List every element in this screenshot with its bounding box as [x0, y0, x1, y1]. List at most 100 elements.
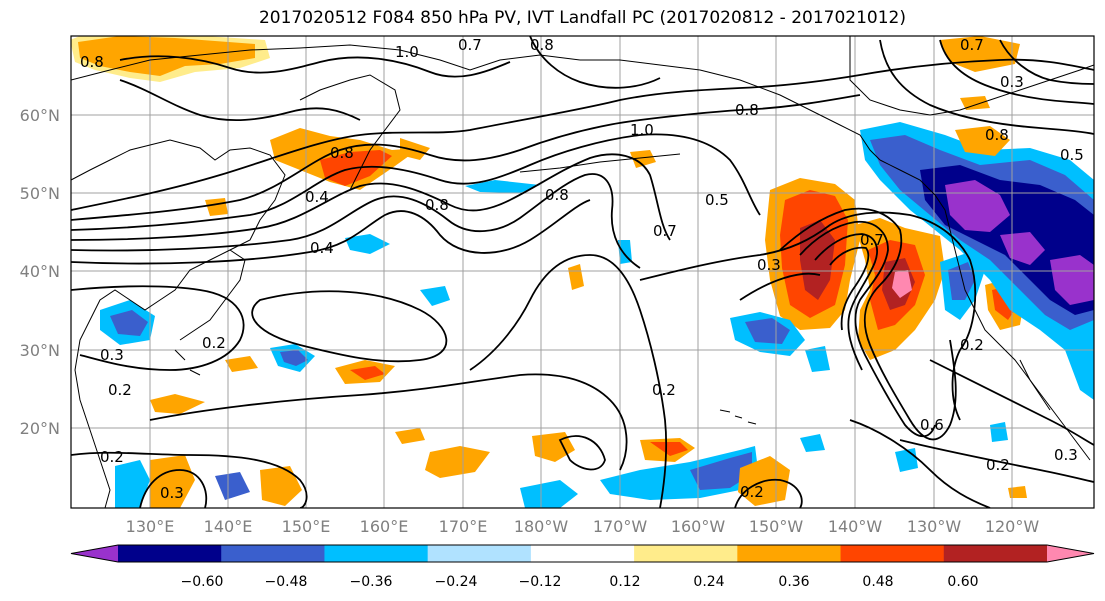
- contour-label: 0.2: [986, 456, 1010, 474]
- colorbar-tick: −0.12: [519, 574, 562, 590]
- anomaly-positive: [150, 394, 205, 414]
- lat-label: 50°N: [20, 184, 60, 203]
- contour-line: [251, 290, 448, 363]
- colorbar-extend-min: [71, 545, 118, 562]
- lon-label: 120°W: [985, 517, 1040, 536]
- contour-label: 0.3: [1054, 446, 1078, 464]
- colorbar-tick: 0.60: [947, 574, 978, 590]
- contour-label: 0.4: [305, 188, 329, 206]
- contour-line: [739, 272, 821, 301]
- contour-line: [139, 469, 208, 508]
- contour-label: 0.7: [960, 36, 984, 54]
- anomaly-negative: [520, 480, 578, 508]
- lon-label: 170°E: [439, 517, 488, 536]
- contour-line: [929, 359, 1094, 446]
- anomaly-positive: [1008, 486, 1027, 498]
- contour-label: 0.2: [100, 448, 124, 466]
- contour-label: 0.8: [530, 36, 554, 54]
- contour-label: 0.8: [985, 126, 1009, 144]
- contour-label: 0.8: [80, 53, 104, 71]
- anomaly-positive: [800, 220, 835, 300]
- anomaly-negative: [745, 318, 790, 344]
- contour-label: 0.8: [545, 186, 569, 204]
- contour-label: 0.2: [960, 336, 984, 354]
- lon-label: 150°W: [749, 517, 804, 536]
- colorbar-tick: −0.60: [181, 574, 224, 590]
- map-title: 2017020512 F084 850 hPa PV, IVT Landfall…: [258, 8, 906, 28]
- anomaly-negative: [1050, 255, 1094, 305]
- anomaly-positive: [260, 466, 302, 506]
- coastline-siberia: [71, 44, 581, 81]
- colorbar-segment: [118, 545, 222, 562]
- lon-label: 130°E: [126, 517, 175, 536]
- colorbar-segment: [324, 545, 429, 562]
- anomaly-negative: [805, 346, 830, 372]
- lon-label: 160°E: [360, 517, 409, 536]
- contour-line: [779, 207, 957, 441]
- anomaly-positive: [532, 432, 575, 462]
- lon-label: 160°W: [671, 517, 726, 536]
- colorbar-segment: [943, 545, 1048, 562]
- colorbar-segment: [530, 545, 635, 562]
- lon-label: 170°W: [593, 517, 648, 536]
- contour-line: [119, 55, 511, 78]
- anomaly-positive: [395, 428, 425, 444]
- coastline-hawaii: [719, 409, 757, 425]
- anomaly-positive: [225, 356, 258, 372]
- anomaly-negative: [690, 452, 752, 490]
- ivt-contours: [71, 36, 1094, 508]
- lat-label: 30°N: [20, 341, 60, 360]
- anomaly-negative: [990, 422, 1008, 442]
- contour-line: [639, 211, 977, 421]
- anomaly-positive: [425, 446, 490, 478]
- anomaly-negative: [465, 180, 540, 193]
- contour-label: 0.2: [108, 381, 132, 399]
- colorbar-segment: [634, 545, 738, 562]
- latitude-labels: 60°N 50°N 40°N 30°N 20°N: [20, 106, 60, 438]
- contour-label: 0.7: [860, 231, 884, 249]
- colorbar: −0.60 −0.48 −0.36 −0.24 −0.12 0.12 0.24 …: [70, 544, 1095, 590]
- contour-label: 0.2: [740, 483, 764, 501]
- colorbar-segment: [221, 545, 325, 562]
- contour-line: [71, 58, 1094, 211]
- anomaly-negative: [1000, 232, 1045, 265]
- contour-line: [734, 478, 803, 508]
- contour-line: [799, 220, 936, 438]
- contour-line: [899, 439, 1094, 483]
- anomaly-negative: [280, 350, 308, 366]
- anomaly-positive: [650, 442, 688, 456]
- colorbar-tick: 0.24: [693, 574, 724, 590]
- contour-line: [829, 246, 870, 331]
- contour-label: 0.7: [653, 222, 677, 240]
- contour-line: [71, 451, 308, 508]
- contour-label: 0.3: [100, 346, 124, 364]
- anomaly-negative: [115, 460, 150, 508]
- contour-line: [149, 373, 628, 471]
- contour-label: 0.5: [705, 191, 729, 209]
- contour-line: [71, 133, 761, 231]
- graticule: [71, 36, 1094, 508]
- coastline-aleutians: [519, 153, 681, 173]
- contour-line: [529, 36, 661, 89]
- contour-line: [814, 233, 878, 371]
- contour-label: 0.5: [1060, 146, 1084, 164]
- lat-label: 40°N: [20, 262, 60, 281]
- contour-line: [71, 199, 591, 265]
- anomaly-positive: [955, 126, 1010, 156]
- contour-label: 0.8: [425, 196, 449, 214]
- map-frame: [70, 35, 1095, 509]
- colorbar-tick: 0.12: [609, 574, 640, 590]
- colorbar-tick: 0.48: [862, 574, 893, 590]
- contour-label: 1.0: [395, 43, 419, 61]
- anomaly-negative: [420, 286, 450, 306]
- anomaly-negative: [800, 434, 825, 452]
- contour-line: [71, 94, 861, 221]
- coastline-na-inland: [849, 36, 1094, 116]
- contour-line: [879, 39, 1094, 135]
- colorbar-tick: −0.36: [350, 574, 393, 590]
- lat-label: 20°N: [20, 419, 60, 438]
- contour-line: [469, 254, 668, 508]
- contour-line: [999, 39, 1094, 85]
- anomaly-negative: [110, 310, 148, 336]
